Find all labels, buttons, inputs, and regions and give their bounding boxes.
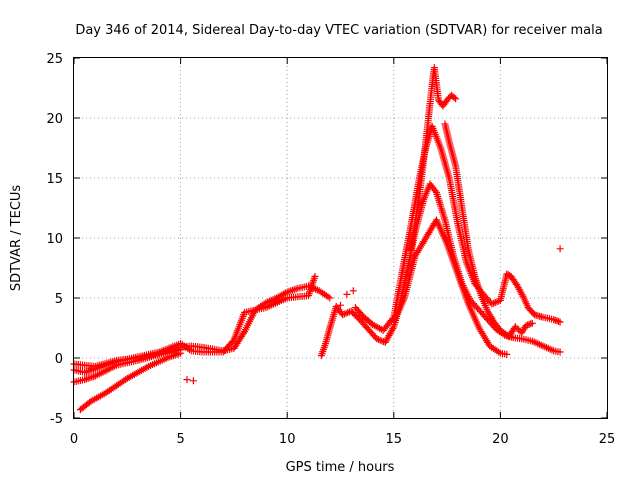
chart-title: Day 346 of 2014, Sidereal Day-to-day VTE… (75, 23, 602, 38)
data-point (342, 309, 350, 317)
data-point (189, 377, 197, 385)
data-point (389, 325, 397, 333)
data-point (513, 324, 521, 332)
series-trace-h (441, 120, 536, 340)
data-point (177, 349, 185, 357)
data-point (311, 272, 319, 280)
data-point (239, 329, 247, 337)
data-point (556, 318, 564, 326)
data-point (490, 299, 498, 307)
x-tick-label: 20 (492, 432, 509, 447)
data-point (519, 292, 527, 300)
data-point (556, 348, 564, 356)
y-tick-label: 0 (55, 352, 63, 367)
y-axis-label: SDTVAR / TECUs (9, 185, 24, 292)
data-point (183, 376, 191, 384)
y-tick-label: 10 (46, 232, 63, 247)
x-tick-label: 15 (386, 432, 403, 447)
axis-ticks: 0 5 10 15 20 25 -5 0 5 10 15 20 25 (46, 52, 615, 447)
data-point (376, 336, 384, 344)
y-tick-label: 5 (55, 292, 63, 307)
series-trace-i (390, 216, 511, 358)
y-tick-label: 15 (46, 172, 63, 187)
x-tick-label: 0 (70, 432, 78, 447)
series-outliers (183, 245, 564, 385)
x-tick-label: 25 (599, 432, 616, 447)
y-tick-label: 20 (46, 112, 63, 127)
data-point (349, 287, 357, 295)
y-tick-label: 25 (46, 52, 63, 67)
data-point (343, 290, 351, 298)
series-trace-e (317, 180, 564, 360)
x-tick-label: 5 (176, 432, 184, 447)
plot-frame (73, 57, 608, 419)
data-point (339, 311, 347, 319)
data-point (503, 350, 511, 358)
data-point (511, 323, 519, 331)
data-point (373, 335, 381, 343)
data-point (491, 299, 499, 307)
series-trace-b (70, 272, 319, 376)
data-point (556, 245, 564, 253)
data-point (450, 94, 458, 102)
series-trace-c (70, 346, 185, 386)
series-trace-g (407, 64, 460, 254)
series-trace-d (76, 349, 185, 414)
data-point (374, 336, 382, 344)
y-tick-label: -5 (50, 412, 63, 427)
data-point (340, 310, 348, 318)
data-point (528, 319, 536, 327)
x-axis-label: GPS time / hours (286, 460, 395, 475)
data-point (493, 298, 501, 306)
data-point (337, 301, 344, 309)
data-point (345, 308, 353, 316)
x-tick-label: 10 (279, 432, 296, 447)
data-point (326, 294, 334, 302)
data-points (70, 64, 564, 414)
series-trace-f (351, 122, 564, 334)
data-point (452, 95, 460, 103)
data-point (488, 300, 496, 308)
data-point (431, 187, 439, 195)
